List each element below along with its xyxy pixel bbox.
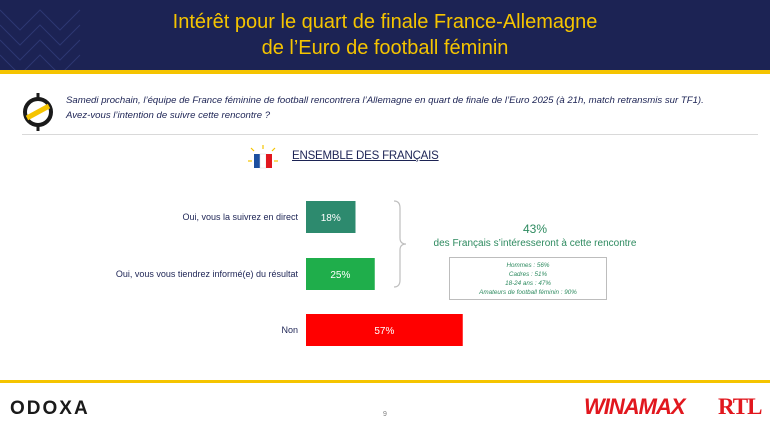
category-label: Oui, vous la suivrez en direct [182, 212, 298, 222]
category-label: Oui, vous vous tiendrez informé(e) du ré… [116, 269, 299, 279]
decorative-lines-icon [0, 9, 81, 70]
bracket-icon [393, 200, 407, 288]
odoxa-logo: ODOXA [10, 398, 90, 419]
summary-detail: Amateurs de football féminin : 90% [479, 289, 577, 296]
question-block: Samedi prochain, l’équipe de France fémi… [22, 88, 757, 132]
question-divider [22, 134, 758, 135]
header-banner: Intérêt pour le quart de finale France-A… [0, 0, 770, 70]
summary-text: des Français s’intéresseront à cette ren… [433, 238, 637, 249]
page-title: Intérêt pour le quart de finale France-A… [0, 9, 770, 61]
odoxa-question-icon [23, 93, 53, 131]
footer-accent-bar [0, 380, 770, 383]
section-title: ENSEMBLE DES FRANÇAIS [292, 150, 439, 162]
summary-detail: 18-24 ans : 47% [505, 280, 551, 287]
french-flag-icon [248, 145, 278, 169]
bar-value-label: 57% [374, 326, 394, 337]
summary-total: 43% [522, 222, 548, 236]
summary-detail: Hommes : 56% [506, 262, 550, 269]
page-number: 9 [383, 411, 387, 418]
question-text: Samedi prochain, l’équipe de France fémi… [66, 93, 766, 123]
page-title-line-1: Intérêt pour le quart de finale France-A… [172, 11, 598, 33]
question-line-2: Avez-vous l’intention de suivre cette re… [66, 110, 271, 121]
summary-details-box: Hommes : 56% Cadres : 51% 18-24 ans : 47… [449, 257, 607, 300]
summary-detail: Cadres : 51% [508, 271, 548, 278]
bar [306, 258, 375, 290]
question-line-1: Samedi prochain, l’équipe de France fémi… [66, 95, 704, 106]
rtl-logo: RTL [718, 394, 762, 419]
bar [306, 201, 356, 233]
header-accent-bar [0, 70, 770, 74]
page-title-line-2: de l’Euro de football féminin [261, 37, 509, 59]
bar [306, 314, 463, 346]
bar-value-label: 18% [321, 213, 341, 224]
bar-value-label: 25% [330, 270, 350, 281]
category-label: Non [281, 325, 298, 335]
winamax-logo: WINAMAX [584, 394, 686, 419]
